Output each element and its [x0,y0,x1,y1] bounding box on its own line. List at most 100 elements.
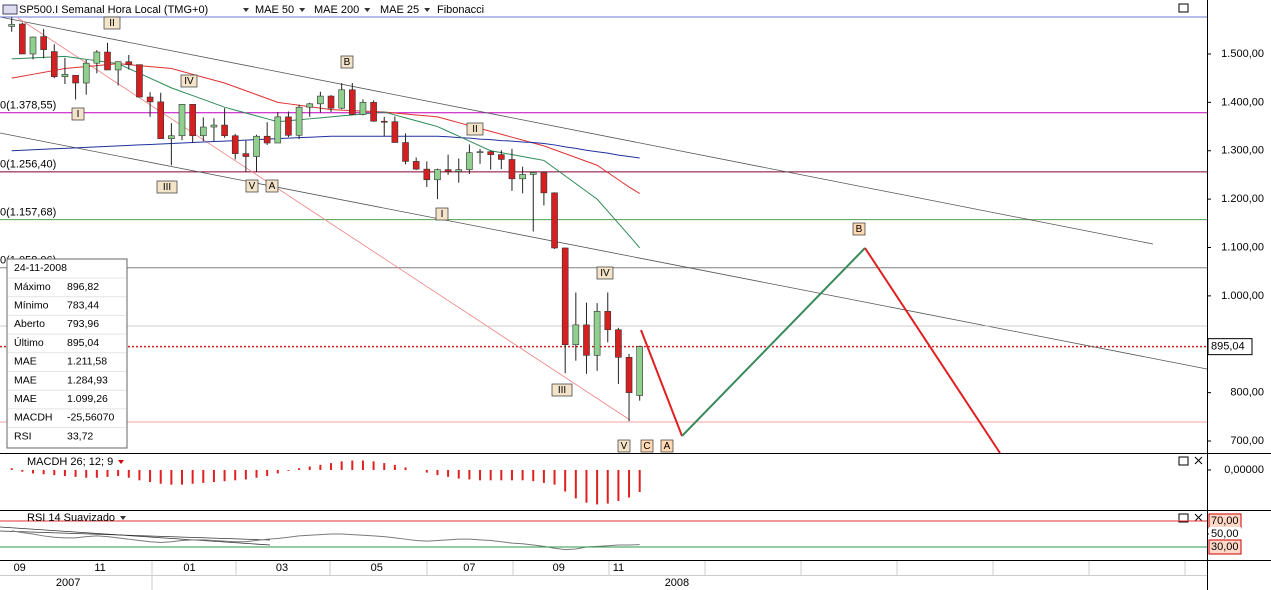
legend-entry[interactable]: MAE 200 [314,4,359,16]
histogram-bar [159,469,162,484]
x-year-label: 2007 [56,577,80,589]
candle-body [93,51,101,64]
histogram-bar [85,469,88,478]
candle-body [349,89,356,115]
indicator-line [11,530,640,551]
histogram-bar [585,469,588,503]
x-tick-label: 07 [463,562,475,574]
candle-body [125,61,133,65]
wave-label-box [265,179,279,193]
y-tick-label: 1.000,00 [1221,290,1264,302]
candle-body [189,104,196,137]
x-tick-label: 01 [183,562,195,574]
histogram-bar [202,469,205,483]
info-box [6,258,128,449]
histogram-bar [340,461,343,470]
wave-label: V [249,181,256,192]
wave-label-box [156,180,178,194]
candle-body [221,124,228,137]
histogram-bar [149,469,152,483]
histogram-bar [308,466,311,470]
legend-entry[interactable]: MAE 25 [380,4,419,16]
histogram-bar [425,469,428,473]
info-row-label: MACDH [14,412,53,424]
candle-body [572,324,580,346]
wave-label: I [441,209,444,220]
candle-body [391,121,399,143]
fib-level-label: 0(1.256,40) [0,159,56,171]
info-row-value: 793,96 [67,318,99,330]
wave-label-box [466,122,484,136]
info-row-label: Último [14,336,44,349]
x-tick-label: 11 [94,562,105,574]
x-tick-label: 09 [553,562,565,574]
wave-label: III [163,182,171,193]
info-row-value: 896,82 [67,281,99,293]
candle-body [519,174,526,180]
candle-body [529,172,537,175]
candle-body [253,135,260,157]
y-tick-box [1208,539,1242,555]
histogram-bar [138,469,141,481]
x-tick-label: 03 [276,562,288,574]
candle-body [29,36,37,55]
title-dropdown [243,8,249,12]
candle-body [615,329,622,358]
chart-title: SP500.I Semanal Hora Local (TMG+0) [19,4,208,16]
histogram-bar [468,469,471,480]
legend-dropdown [364,8,371,12]
histogram-bar [276,469,279,474]
histogram-bar [63,469,66,477]
histogram-bar [53,469,56,476]
y-tick-label: 50,00 [1211,528,1239,540]
candle-body [19,23,26,55]
x-year-label: 2008 [665,577,689,589]
panel-dropdown [120,516,126,520]
candle-body [487,151,494,155]
candle-body [370,102,377,122]
histogram-bar [617,469,620,501]
candle-body [210,124,218,128]
y-tick-label: 1.100,00 [1221,241,1264,253]
histogram-bar [500,469,503,481]
histogram-bar [596,469,599,505]
y-tick-label: 1.500,00 [1221,48,1264,60]
candle-body [551,192,558,249]
histogram-bar [479,469,482,481]
info-row-label: Mínimo [14,299,49,311]
histogram-bar [510,469,513,481]
histogram-bar [234,469,237,481]
fib-level-label: 0(1.157,68) [0,206,56,218]
wave-label-box [617,439,631,453]
projection-line [681,247,866,437]
info-row-value: -25,56070 [67,412,114,424]
candle-body [285,116,292,136]
histogram-bar [266,469,269,477]
histogram-bar [574,469,577,499]
last-price-label: 895,04 [1211,341,1245,353]
y-tick-label: 1.400,00 [1221,96,1264,108]
histogram-bar [319,464,322,470]
candle-body [306,103,314,108]
histogram-bar [223,469,226,482]
info-row-value: 895,04 [67,337,99,349]
window-controls[interactable] [1178,3,1203,523]
wave-label: V [621,441,628,452]
legend-entry[interactable]: MAE 50 [255,4,294,16]
candle-body [455,169,463,172]
histogram-bar [117,469,120,477]
candle-body [263,135,271,144]
wave-label: C [643,441,650,452]
candle-body [402,142,409,162]
info-row-label: Máximo [14,281,51,293]
candle-body [317,95,324,105]
panel-dropdown [118,460,124,464]
candle-body [114,61,122,71]
histogram-bar [489,469,492,481]
candle-body [593,311,601,356]
histogram-bar [628,469,631,498]
symbol-icon [2,4,18,15]
wave-label-box [245,179,259,193]
candle-body [444,169,452,172]
